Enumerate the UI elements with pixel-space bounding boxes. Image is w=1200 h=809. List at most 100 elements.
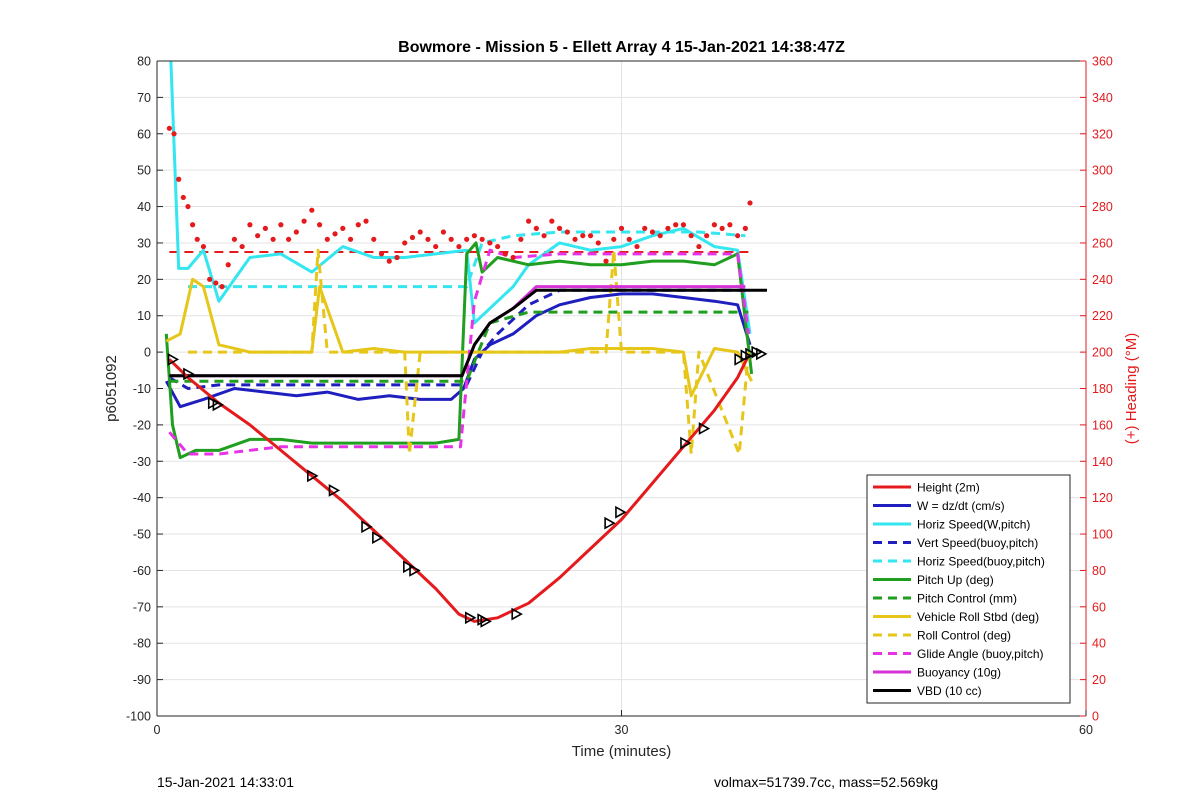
legend-entry: Horiz Speed(W,pitch) <box>873 518 1030 532</box>
heading-point <box>665 225 671 231</box>
legend-entry: Glide Angle (buoy,pitch) <box>873 647 1044 661</box>
waypoint-marker <box>698 422 711 435</box>
heading-point <box>324 236 330 242</box>
legend-label: Vehicle Roll Stbd (deg) <box>917 610 1039 624</box>
heading-point <box>448 236 454 242</box>
heading-point <box>727 222 733 228</box>
y-tick-label: -60 <box>133 564 151 578</box>
chart-title: Bowmore - Mission 5 - Ellett Array 4 15-… <box>398 39 845 56</box>
legend-label: W = dz/dt (cm/s) <box>917 499 1005 513</box>
y-tick-label: 20 <box>137 273 151 287</box>
heading-point <box>371 236 377 242</box>
legend-label: Pitch Control (mm) <box>917 592 1017 606</box>
y2-tick-label: 300 <box>1092 164 1113 178</box>
heading-point <box>564 229 570 235</box>
legend-label: Buoyancy (10g) <box>917 666 1001 680</box>
legend-entry: W = dz/dt (cm/s) <box>873 499 1005 513</box>
y2-tick-label: 320 <box>1092 127 1113 141</box>
y2-tick-label: 80 <box>1092 564 1106 578</box>
waypoint-marker <box>680 436 692 450</box>
y2-tick-label: 240 <box>1092 273 1113 287</box>
heading-point <box>526 218 532 224</box>
heading-point <box>510 254 516 261</box>
waypoint-marker <box>372 531 384 545</box>
legend-entry: Pitch Control (mm) <box>873 592 1017 606</box>
waypoint-marker <box>464 611 477 625</box>
y-ticks-right: 0 20 40 60 80 100 120 140 160 180 200 220 240 260 280 3… <box>1080 55 1113 724</box>
y-tick-label: -20 <box>133 418 151 432</box>
y-tick-label: -50 <box>133 528 151 542</box>
heading-point <box>262 225 268 231</box>
heading-point <box>270 236 276 242</box>
legend-entry: Vehicle Roll Stbd (deg) <box>873 610 1039 624</box>
heading-point <box>611 236 617 242</box>
heading-point <box>301 218 307 224</box>
legend-entry: Roll Control (deg) <box>873 629 1011 643</box>
heading-point <box>711 222 718 228</box>
x-ticks: 0 30 60 <box>154 710 1093 737</box>
heading-point <box>495 243 501 250</box>
series-line <box>165 277 753 398</box>
heading-point <box>680 222 687 228</box>
heading-point <box>634 243 640 250</box>
heading-point <box>595 240 601 246</box>
heading-point <box>696 243 702 250</box>
heading-point <box>194 236 200 242</box>
heading-point <box>190 222 196 228</box>
heading-point <box>440 229 447 235</box>
x-tick-label: 30 <box>615 723 629 737</box>
waypoint-marker <box>403 560 415 574</box>
heading-point <box>347 236 354 242</box>
y-tick-label: 10 <box>137 309 151 323</box>
series-line <box>168 248 750 456</box>
heading-point <box>587 233 594 239</box>
heading-point <box>402 240 408 246</box>
y-tick-label: 30 <box>137 236 151 250</box>
y2-tick-label: 160 <box>1092 418 1113 432</box>
x-tick-label: 0 <box>154 723 161 737</box>
y2-tick-label: 20 <box>1092 673 1106 687</box>
y-tick-label: -80 <box>133 637 151 651</box>
heading-point <box>239 243 245 250</box>
heading-point <box>649 229 656 235</box>
heading-point <box>735 233 741 239</box>
legend-entry: Height (2m) <box>873 481 980 495</box>
heading-point <box>286 236 292 242</box>
legend-label: Height (2m) <box>917 481 980 495</box>
waypoint-marker <box>604 516 616 530</box>
heading-point <box>541 233 547 239</box>
waypoint-marker <box>734 353 746 366</box>
y-axis-label: p6051092 <box>103 355 120 422</box>
legend-entry: Pitch Up (deg) <box>873 573 994 587</box>
waypoint-marker <box>615 505 627 519</box>
heading-point <box>742 225 748 231</box>
y2-tick-label: 120 <box>1092 491 1113 505</box>
heading-point <box>688 233 694 239</box>
data-layer <box>164 61 768 628</box>
y2-tick-label: 100 <box>1092 528 1113 542</box>
heading-point <box>180 194 186 201</box>
y-tick-label: 0 <box>144 346 151 360</box>
heading-point <box>618 225 625 231</box>
heading-point <box>213 280 219 286</box>
heading-point <box>487 240 493 246</box>
legend-label: Horiz Speed(W,pitch) <box>917 518 1030 532</box>
legend-label: Roll Control (deg) <box>917 629 1011 643</box>
heading-point <box>533 225 539 231</box>
heading-point <box>409 234 416 241</box>
y2-tick-label: 260 <box>1092 236 1113 250</box>
series-line <box>169 288 767 378</box>
legend-box <box>866 474 1071 704</box>
y-tick-label: 40 <box>137 200 151 214</box>
series-line <box>188 248 750 456</box>
heading-point <box>417 229 423 235</box>
heading-point <box>673 222 679 228</box>
waypoint-marker <box>409 564 421 577</box>
heading-point <box>394 254 400 261</box>
y-tick-label: -70 <box>133 600 151 614</box>
heading-point <box>719 225 725 231</box>
legend-label: Pitch Up (deg) <box>917 573 994 587</box>
y2-tick-label: 180 <box>1092 382 1113 396</box>
